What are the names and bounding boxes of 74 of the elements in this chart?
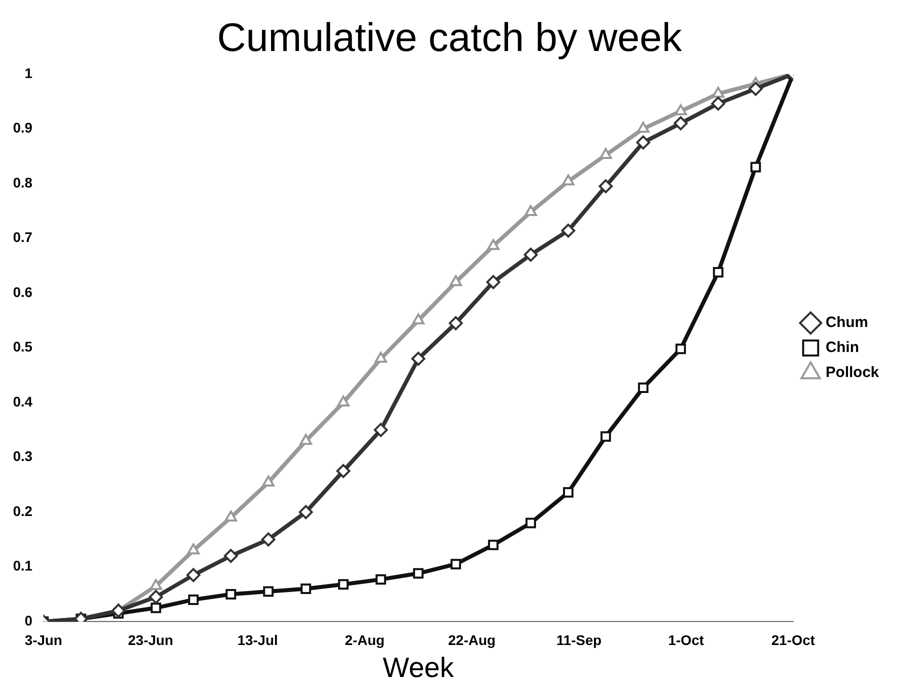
- point: [336, 464, 350, 478]
- point: [711, 96, 726, 111]
- point: [111, 604, 126, 618]
- point: [263, 586, 274, 597]
- point: [148, 590, 163, 604]
- x-tick-label: 22-Aug: [448, 632, 496, 648]
- legend-label: Chum: [826, 314, 868, 332]
- point: [750, 162, 761, 172]
- point: [636, 135, 650, 150]
- x-tick-label: 2-Aug: [344, 632, 385, 648]
- point: [450, 558, 462, 570]
- point: [674, 116, 688, 130]
- point: [376, 574, 386, 585]
- point: [598, 179, 613, 194]
- y-tick-label: 0.5: [12, 338, 33, 355]
- point: [486, 275, 500, 290]
- point: [188, 594, 199, 605]
- point: [600, 148, 612, 160]
- point: [300, 434, 312, 445]
- point: [224, 510, 238, 522]
- x-tick-label: 23-Jun: [128, 632, 174, 648]
- legend-label: Chin: [826, 339, 859, 356]
- point: [524, 248, 538, 262]
- chart-title: Cumulative catch by week: [217, 16, 683, 60]
- y-tick-label: 0.8: [12, 174, 33, 190]
- point: [448, 316, 463, 330]
- y-tick-label: 0.2: [12, 502, 33, 519]
- legend-label: Pollock: [826, 364, 880, 382]
- point: [374, 422, 388, 437]
- point: [450, 275, 462, 286]
- x-tick-label: 13-Jul: [237, 632, 278, 648]
- point: [638, 382, 648, 394]
- y-tick-label: 0.3: [12, 448, 33, 464]
- point: [561, 224, 576, 238]
- x-tick-label: 11-Sep: [556, 632, 602, 648]
- point: [712, 266, 724, 278]
- point: [337, 396, 350, 407]
- point: [562, 174, 574, 186]
- point: [748, 82, 763, 96]
- y-tick-label: 1: [24, 64, 33, 81]
- x-axis-title: Week: [382, 652, 455, 683]
- point: [298, 505, 313, 520]
- point: [412, 313, 425, 324]
- point: [563, 487, 574, 498]
- point: [300, 584, 312, 594]
- point: [675, 344, 686, 354]
- x-tick-label: 1-Oct: [668, 632, 704, 648]
- point: [674, 104, 687, 116]
- y-tick-label: 0.4: [12, 393, 33, 410]
- point: [261, 532, 276, 546]
- point: [150, 602, 162, 614]
- y-tick-label: 0: [24, 612, 33, 628]
- point: [524, 204, 537, 216]
- point: [526, 518, 536, 528]
- y-tick-label: 0.9: [12, 120, 33, 136]
- point: [374, 352, 388, 363]
- point: [226, 588, 236, 600]
- point: [186, 568, 200, 582]
- point: [187, 543, 200, 554]
- point: [262, 476, 275, 487]
- x-tick-label: 21-Oct: [771, 632, 816, 648]
- y-tick-label: 0.6: [12, 284, 33, 300]
- point: [487, 238, 500, 250]
- point: [600, 431, 611, 442]
- point: [338, 579, 349, 590]
- point: [413, 568, 424, 579]
- y-tick-label: 0.1: [12, 558, 33, 574]
- point: [150, 579, 162, 590]
- point: [411, 352, 426, 366]
- point: [488, 540, 499, 550]
- point: [637, 122, 650, 133]
- y-tick-label: 0.7: [12, 229, 33, 246]
- x-tick-label: 3-Jun: [24, 632, 62, 648]
- point: [224, 548, 238, 563]
